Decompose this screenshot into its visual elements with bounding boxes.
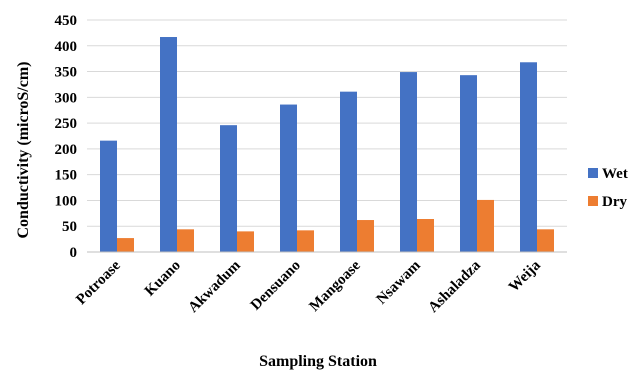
y-tick-label: 50 (62, 219, 77, 235)
bar-wet-densuano (280, 104, 297, 252)
bar-wet-akwadum (220, 125, 237, 252)
legend-swatch (588, 168, 598, 178)
y-tick-label: 400 (55, 39, 78, 55)
y-tick-label: 0 (70, 245, 78, 261)
bar-dry-nsawam (417, 219, 434, 252)
x-tick-label: Densuano (248, 258, 304, 314)
legend-item-wet: Wet (588, 166, 628, 182)
bar-group-ashaladza (460, 75, 494, 252)
bar-wet-mangoase (340, 91, 357, 252)
y-axis-ticks: 0 50 100 150 200 250 300 350 400 450 (55, 13, 78, 261)
legend-label: Dry (602, 194, 627, 210)
bar-group-weija (520, 62, 554, 252)
y-tick-label: 100 (55, 193, 78, 209)
x-tick-label: Kuano (142, 258, 184, 300)
legend-swatch (588, 196, 598, 206)
bar-group-akwadum (220, 125, 254, 252)
bar-dry-akwadum (237, 231, 254, 252)
x-tick-label: Mangoase (307, 257, 365, 315)
y-tick-label: 450 (55, 13, 78, 29)
legend-item-dry: Dry (588, 194, 627, 210)
y-tick-label: 300 (55, 90, 78, 106)
y-axis-title: Conductivity (microS/cm) (15, 61, 32, 238)
bar-dry-potroase (117, 238, 134, 252)
x-tick-label: Akwadum (185, 257, 244, 316)
bar-group-nsawam (400, 72, 434, 253)
bar-wet-kuano (160, 37, 177, 252)
bar-dry-weija (537, 229, 554, 252)
bar-group-potroase (100, 140, 134, 252)
bar-dry-kuano (177, 229, 194, 252)
y-tick-label: 350 (55, 65, 78, 81)
x-tick-label: Potroase (73, 257, 124, 308)
bar-dry-densuano (297, 230, 314, 252)
x-tick-label: Nsawam (374, 257, 425, 308)
y-tick-label: 150 (55, 168, 78, 184)
bar-wet-nsawam (400, 72, 417, 253)
bar-wet-potroase (100, 140, 117, 252)
y-tick-label: 200 (55, 142, 78, 158)
x-tick-label: Ashaladza (425, 257, 484, 316)
bar-wet-weija (520, 62, 537, 252)
bar-group-mangoase (340, 91, 374, 252)
y-tick-label: 250 (55, 116, 78, 132)
bar-group-kuano (160, 37, 194, 252)
legend-label: Wet (602, 166, 628, 182)
x-axis-title: Sampling Station (259, 353, 377, 370)
bar-dry-mangoase (357, 220, 374, 252)
bar-dry-ashaladza (477, 199, 494, 252)
legend: Wet Dry (588, 166, 628, 210)
bar-group-densuano (280, 104, 314, 252)
x-axis-ticks: Potroase Kuano Akwadum Densuano Mangoase Nsaw… (73, 257, 544, 316)
bar-groups (100, 37, 554, 253)
x-tick-label: Weija (506, 257, 544, 295)
bar-wet-ashaladza (460, 75, 477, 252)
grid-lines (87, 19, 567, 227)
